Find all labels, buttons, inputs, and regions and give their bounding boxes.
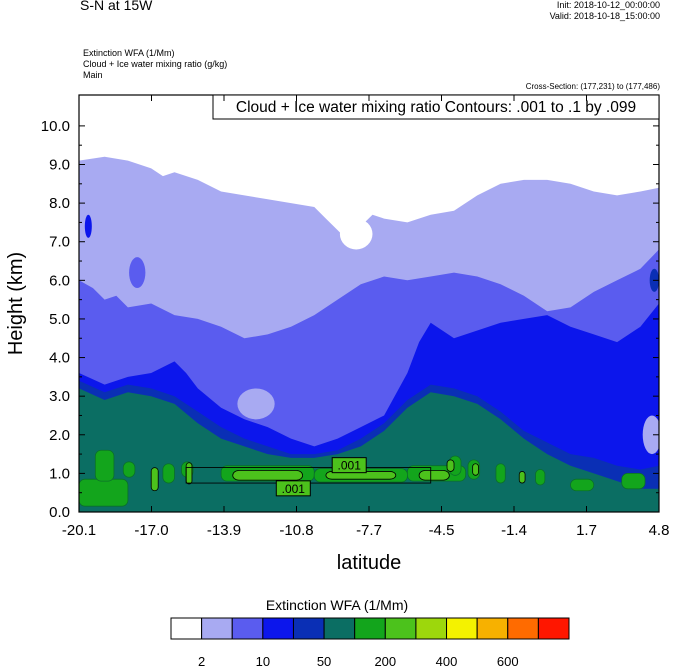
green-cell-3 — [162, 463, 175, 484]
contour-label-box-1 — [275, 480, 311, 497]
extinction-patch-6 — [642, 415, 659, 455]
x-tick-label: -1.4 — [501, 522, 527, 539]
contour-title-box — [212, 94, 660, 120]
x-tick-label: -4.5 — [429, 522, 455, 539]
colorbar-label: 600 — [496, 654, 519, 669]
extinction-patch-3 — [129, 257, 146, 289]
extinction-patch-0 — [339, 218, 373, 250]
init-valid-times: Init: 2018-10-12_00:00:00 Valid: 2018-10… — [550, 0, 660, 22]
bright-cell-4 — [418, 470, 450, 481]
x-tick-label: -20.1 — [62, 522, 96, 539]
valid-time: Valid: 2018-10-18_15:00:00 — [549, 11, 660, 21]
x-tick-label: 4.8 — [649, 522, 670, 539]
x-tick-label: 1.7 — [576, 522, 597, 539]
colorbar-box — [170, 617, 203, 640]
green-cell-12 — [570, 478, 595, 492]
extinction-patch-4 — [237, 388, 275, 420]
colorbar-label: 2 — [197, 654, 206, 669]
y-tick-label: 7.0 — [49, 234, 70, 251]
x-tick-label: -7.7 — [356, 522, 382, 539]
cross-section-label: Cross-Section: (177,231) to (177,486) — [525, 82, 660, 91]
extinction-layer-4 — [79, 388, 659, 512]
green-cell-0 — [79, 478, 129, 507]
colorbar-box — [446, 617, 478, 640]
bright-cell-6 — [472, 463, 479, 476]
contour-label-0: .001 — [338, 459, 362, 473]
bright-cell-2 — [232, 470, 304, 481]
y-axis-label: Height (km) — [5, 252, 27, 355]
y-tick-label: 0.0 — [49, 504, 70, 521]
bright-cell-5 — [446, 459, 455, 472]
colorbar-label: 50 — [316, 654, 332, 669]
green-cell-11 — [535, 469, 546, 486]
green-cell-1 — [94, 449, 115, 482]
field-extinction: Extinction WFA (1/Mm) — [83, 48, 175, 58]
x-tick-label: -10.8 — [279, 522, 313, 539]
colorbar-box — [354, 617, 386, 640]
y-tick-label: 3.0 — [49, 388, 70, 405]
y-tick-label: 9.0 — [49, 157, 70, 174]
y-tick-label: 8.0 — [49, 195, 70, 212]
colorbar-label: 400 — [435, 654, 458, 669]
contour-label-1: .001 — [282, 482, 306, 496]
init-time: Init: 2018-10-12_00:00:00 — [556, 0, 660, 10]
bright-cell-7 — [518, 471, 526, 484]
green-cell-10 — [495, 463, 506, 484]
colorbar-box — [201, 617, 233, 640]
contour-label-box-0 — [331, 457, 367, 474]
plot-title: S-N at 15W — [80, 0, 153, 13]
extinction-patch-2 — [84, 214, 92, 238]
field-description: Extinction WFA (1/Mm) Cloud + Ice water … — [83, 48, 227, 81]
bright-cell-0 — [150, 467, 159, 492]
y-tick-label: 1.0 — [49, 465, 70, 482]
y-tick-label: 5.0 — [49, 311, 70, 328]
green-cell-13 — [621, 472, 646, 490]
colorbar-box — [323, 617, 356, 640]
colorbar-title: Extinction WFA (1/Mm) — [265, 597, 409, 613]
x-axis-label: latitude — [337, 552, 402, 574]
colorbar-box — [507, 617, 539, 640]
colorbar-box — [292, 617, 325, 640]
x-tick-label: -13.9 — [207, 522, 241, 539]
colorbar-box — [384, 617, 417, 640]
colorbar-box — [476, 617, 509, 640]
field-main: Main — [83, 70, 103, 80]
plot-area: .001 .001 — [79, 156, 659, 512]
bright-cell-1 — [185, 462, 193, 485]
y-tick-label: 4.0 — [49, 350, 70, 367]
y-tick-label: 10.0 — [41, 118, 70, 135]
colorbar-box — [537, 617, 570, 640]
y-tick-label: 2.0 — [49, 427, 70, 444]
colorbar-box — [415, 617, 448, 640]
y-tick-label: 6.0 — [49, 272, 70, 289]
contour-title: Cloud + Ice water mixing ratio Contours:… — [236, 99, 636, 116]
x-tick-label: -17.0 — [134, 522, 168, 539]
colorbar-label: 10 — [255, 654, 271, 669]
colorbar-box — [262, 617, 294, 640]
green-cell-2 — [122, 461, 136, 478]
colorbar-label: 200 — [374, 654, 397, 669]
colorbar-box — [231, 617, 264, 640]
field-cloud-ice: Cloud + Ice water mixing ratio (g/kg) — [83, 59, 228, 69]
